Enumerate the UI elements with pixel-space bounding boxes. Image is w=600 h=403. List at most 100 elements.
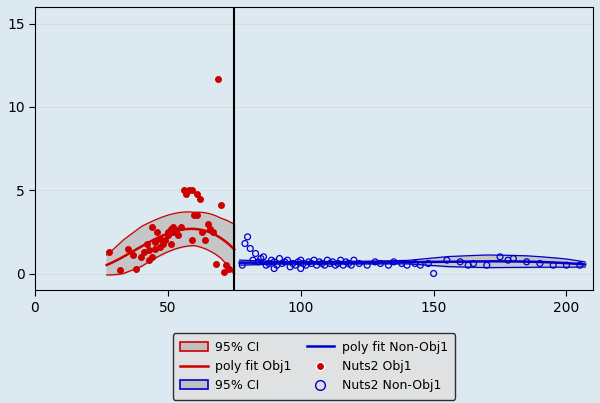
Point [224, 265, 234, 272]
Point [147, 224, 157, 230]
Point [269, 265, 279, 272]
Point [463, 262, 473, 268]
Point [293, 259, 303, 265]
Point [187, 187, 197, 193]
Legend: 95% CI, poly fit Obj1, 95% CI, poly fit Non-Obj1, Nuts2 Obj1, Nuts2 Non-Obj1: 95% CI, poly fit Obj1, 95% CI, poly fit … [173, 333, 455, 400]
Point [150, 239, 160, 245]
Point [187, 237, 197, 243]
Point [163, 229, 173, 235]
Point [296, 257, 305, 264]
Point [355, 260, 364, 267]
Point [346, 262, 356, 268]
Point [376, 260, 385, 267]
Point [264, 260, 274, 267]
Point [238, 262, 247, 268]
Point [147, 253, 157, 260]
Point [208, 229, 218, 235]
Point [429, 270, 439, 277]
Point [211, 260, 220, 267]
Point [128, 252, 138, 258]
Point [283, 257, 292, 264]
Point [155, 235, 164, 242]
Point [163, 232, 173, 239]
Point [307, 260, 316, 267]
Point [482, 262, 491, 268]
Point [171, 227, 181, 233]
Point [200, 237, 210, 243]
Point [173, 232, 183, 239]
Point [139, 249, 149, 255]
Point [145, 247, 154, 253]
Point [328, 259, 337, 265]
Point [179, 187, 188, 193]
Point [301, 262, 311, 268]
Point [370, 259, 380, 265]
Point [397, 260, 407, 267]
Point [286, 264, 295, 270]
Point [145, 257, 154, 264]
Point [251, 250, 260, 257]
Point [383, 262, 393, 268]
Point [562, 262, 571, 268]
Point [341, 259, 351, 265]
Point [155, 244, 164, 250]
Point [142, 240, 151, 247]
Point [203, 220, 212, 227]
Point [192, 212, 202, 218]
Point [166, 225, 175, 232]
Point [362, 262, 372, 268]
Point [509, 255, 518, 262]
Point [192, 190, 202, 197]
Point [150, 245, 160, 252]
Point [262, 262, 271, 268]
Point [314, 259, 324, 265]
Point [416, 262, 425, 268]
Point [206, 225, 215, 232]
Point [469, 260, 478, 267]
Point [336, 257, 346, 264]
Point [522, 259, 532, 265]
Point [320, 262, 329, 268]
Point [243, 234, 253, 240]
Point [256, 255, 266, 262]
Point [495, 253, 505, 260]
Point [259, 253, 268, 260]
Point [402, 262, 412, 268]
Point [309, 257, 319, 264]
Point [216, 202, 226, 208]
Point [115, 267, 125, 273]
Point [333, 260, 343, 267]
Point [221, 262, 231, 268]
Point [169, 229, 178, 235]
Point [104, 249, 114, 255]
Point [296, 265, 305, 272]
Point [455, 259, 465, 265]
Point [160, 237, 170, 243]
Point [280, 259, 290, 265]
Point [245, 245, 255, 252]
Point [269, 259, 279, 265]
Point [136, 253, 146, 260]
Point [123, 245, 133, 252]
Point [424, 260, 433, 267]
Point [267, 257, 277, 264]
Point [442, 257, 452, 264]
Point [158, 240, 167, 247]
Point [344, 260, 353, 267]
Point [176, 224, 186, 230]
Point [240, 240, 250, 247]
Point [272, 262, 281, 268]
Point [299, 260, 308, 267]
Point [323, 257, 332, 264]
Point [195, 195, 205, 202]
Point [349, 257, 359, 264]
Point [575, 262, 584, 268]
Point [219, 269, 229, 275]
Point [277, 260, 287, 267]
Point [317, 260, 327, 267]
Point [214, 75, 223, 82]
Point [288, 260, 298, 267]
Point [166, 240, 175, 247]
Point [503, 257, 513, 264]
Point [182, 190, 191, 197]
